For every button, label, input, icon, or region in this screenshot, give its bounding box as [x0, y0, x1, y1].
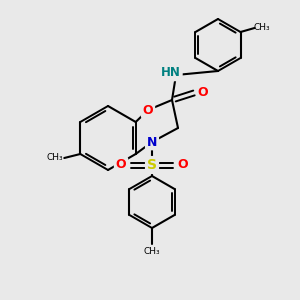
Text: O: O	[116, 158, 126, 172]
Text: CH₃: CH₃	[144, 247, 160, 256]
Text: S: S	[147, 158, 157, 172]
Text: O: O	[178, 158, 188, 172]
Text: O: O	[143, 103, 153, 116]
Text: CH₃: CH₃	[47, 154, 64, 163]
Text: HN: HN	[161, 67, 181, 80]
Text: CH₃: CH₃	[253, 23, 270, 32]
Text: O: O	[198, 85, 208, 98]
Text: N: N	[147, 136, 157, 148]
